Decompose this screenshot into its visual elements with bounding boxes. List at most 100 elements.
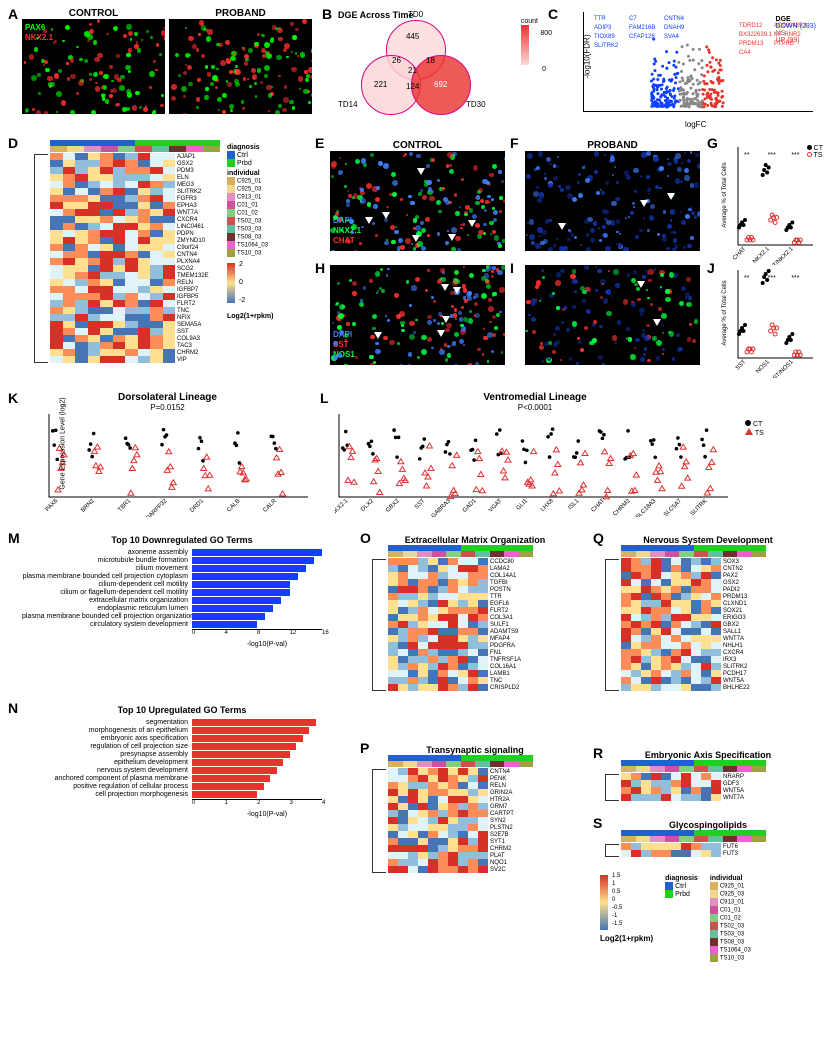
panel-i — [525, 265, 700, 365]
panel-r: Embryonic Axis Specification NRARPGDF3WN… — [603, 750, 813, 801]
panel-r-label: R — [593, 745, 603, 761]
svg-text:***: *** — [791, 152, 799, 159]
panel-d-heatmap: AJAP1GSX2PDM3ELNMEG3SLITRK2FGFR3EPHA3WNT… — [50, 140, 220, 363]
svg-text:VGAT: VGAT — [488, 498, 504, 514]
svg-text:SLITRK: SLITRK — [690, 498, 709, 517]
svg-text:***: *** — [791, 275, 799, 282]
svg-text:CHAT: CHAT — [591, 498, 607, 514]
svg-text:***: *** — [768, 152, 776, 159]
venn-c12: 26 — [392, 56, 401, 65]
panel-g-label: G — [707, 135, 718, 151]
panel-j-label: J — [707, 260, 715, 276]
panel-m: Top 10 Downregulated GO Terms axoneme as… — [22, 535, 342, 648]
svg-text:CA4: CA4 — [739, 50, 751, 56]
svg-text:ISL1: ISL1 — [567, 498, 580, 511]
svg-text:DARPP32: DARPP32 — [145, 498, 169, 517]
panel-b-label: B — [322, 6, 332, 22]
panel-a-control-header: CONTROL — [22, 8, 165, 19]
venn-c2: 221 — [374, 80, 387, 89]
panel-s: Glycospingolipids FUT6FUT3 — [603, 820, 813, 857]
panel-c-ylabel: -log10(FDR) — [583, 34, 592, 78]
svg-text:CHAT: CHAT — [732, 246, 748, 262]
svg-text:CNTN4: CNTN4 — [664, 16, 685, 22]
venn-td14-label: TD14 — [338, 100, 358, 109]
panel-b: DGE Across Time TD0 TD14 TD30 445 221 69… — [338, 10, 538, 125]
svg-text:CFAP126: CFAP126 — [629, 34, 655, 40]
svg-text:CALR: CALR — [262, 498, 278, 514]
panel-p-label: P — [360, 740, 369, 756]
panel-h-image: DAPI SST NOS1 — [330, 265, 505, 365]
svg-text:NKX2.1: NKX2.1 — [335, 498, 350, 517]
panel-l-label: L — [320, 390, 329, 406]
panel-a-proband-header: PROBAND — [169, 8, 312, 19]
panel-a-control-image: PAX6 NKX2.1 — [22, 19, 165, 114]
svg-text:SLC5A7: SLC5A7 — [663, 498, 684, 517]
svg-text:NOS1: NOS1 — [755, 359, 771, 375]
svg-text:**: ** — [744, 275, 750, 282]
svg-text:C7: C7 — [629, 16, 637, 22]
svg-text:SST: SST — [735, 359, 748, 372]
svg-text:CALB: CALB — [226, 498, 241, 513]
panel-n-label: N — [8, 700, 18, 716]
svg-text:TTR: TTR — [594, 16, 606, 22]
panel-d: AJAP1GSX2PDM3ELNMEG3SLITRK2FGFR3EPHA3WNT… — [22, 140, 307, 380]
panel-c-legend: DGE DOWN (293) NS UP (99) — [776, 16, 816, 44]
panel-m-label: M — [8, 530, 20, 546]
svg-text:PAX6: PAX6 — [45, 498, 60, 513]
panel-e: CONTROL DAPI NKX2.1 CHAT — [330, 140, 505, 251]
svg-text:GAD1: GAD1 — [462, 498, 478, 514]
panel-o: Extracellular Matrix Organization CCDC80… — [370, 535, 580, 691]
panel-i-label: I — [510, 260, 514, 276]
panel-f-image — [525, 151, 700, 251]
venn-c1: 445 — [406, 32, 419, 41]
panel-b-title: DGE Across Time — [338, 10, 538, 20]
panel-d-legend: diagnosis Ctrl Prbd individual C925_01C9… — [227, 144, 307, 320]
panel-e-image: DAPI NKX2.1 CHAT — [330, 151, 505, 251]
svg-text:Average % of Total Cells: Average % of Total Cells — [722, 162, 728, 227]
panel-p: Transynaptic signaling CNTN4PENKRELNGRIN… — [370, 745, 580, 873]
svg-text:BRN2: BRN2 — [80, 498, 96, 514]
venn-td0-label: TD0 — [408, 10, 423, 19]
panel-h: DAPI SST NOS1 — [330, 265, 505, 365]
panel-a: CONTROL PAX6 NKX2.1 PROBAND — [22, 8, 312, 114]
panel-c: TTRC7CNTN4ADIP3FAM216BDNAH9TIOX89CFAP126… — [565, 12, 820, 127]
svg-text:ADIP3: ADIP3 — [594, 25, 612, 31]
svg-text:SST/NOS1: SST/NOS1 — [770, 359, 796, 378]
nkx21-label: NKX2.1 — [25, 33, 53, 42]
panel-j: SST**NOS1***SST/NOS1***Average % of Tota… — [720, 268, 825, 368]
svg-text:SLC18A3: SLC18A3 — [635, 498, 658, 517]
panel-g: CHAT**NKX2.1***CHAT/NKX2.1***Average % o… — [720, 145, 825, 255]
venn-c3: 692 — [434, 80, 447, 89]
svg-text:FAM216B: FAM216B — [629, 25, 655, 31]
svg-text:**: ** — [744, 152, 750, 159]
venn-c23: 124 — [406, 82, 419, 91]
svg-text:DLX2: DLX2 — [360, 498, 375, 513]
svg-text:Average % of Total Cells: Average % of Total Cells — [722, 280, 728, 345]
panel-kl-legend: CT TS — [745, 420, 764, 437]
svg-text:SVA4: SVA4 — [664, 34, 680, 40]
svg-text:TIOX89: TIOX89 — [594, 34, 615, 40]
panel-a-proband-image — [169, 19, 312, 114]
panel-e-label: E — [315, 135, 324, 151]
svg-text:DRD1: DRD1 — [189, 498, 205, 514]
panel-s-label: S — [593, 815, 602, 831]
figure: A CONTROL PAX6 NKX2.1 PROBAND B DGE Acro… — [0, 0, 830, 1050]
svg-text:GBX2: GBX2 — [385, 498, 401, 514]
svg-text:***: *** — [768, 275, 776, 282]
panel-c-xlabel: logFC — [685, 120, 706, 129]
venn-c13: 18 — [426, 56, 435, 65]
shared-indiv-list: C925_01C925_03C913_01C01_01C01_02TS02_03… — [710, 882, 751, 962]
venn-c123: 21 — [408, 66, 417, 75]
panel-n: Top 10 Upregulated GO Terms segmentation… — [22, 705, 342, 818]
panel-d-indiv-list: C925_01C925_03C913_01C01_01C01_02TS02_03… — [227, 177, 307, 257]
svg-text:PRDM13: PRDM13 — [739, 41, 764, 47]
svg-text:SST: SST — [414, 498, 427, 511]
svg-text:TDRD12: TDRD12 — [739, 23, 763, 29]
svg-text:CHRM2: CHRM2 — [612, 498, 632, 517]
svg-text:LHX8: LHX8 — [540, 498, 555, 513]
svg-text:GABRA3: GABRA3 — [431, 498, 453, 517]
panel-h-label: H — [315, 260, 325, 276]
panel-i-image — [525, 265, 700, 365]
svg-text:NKX2.1: NKX2.1 — [752, 246, 771, 265]
panel-k-label: K — [8, 390, 18, 406]
